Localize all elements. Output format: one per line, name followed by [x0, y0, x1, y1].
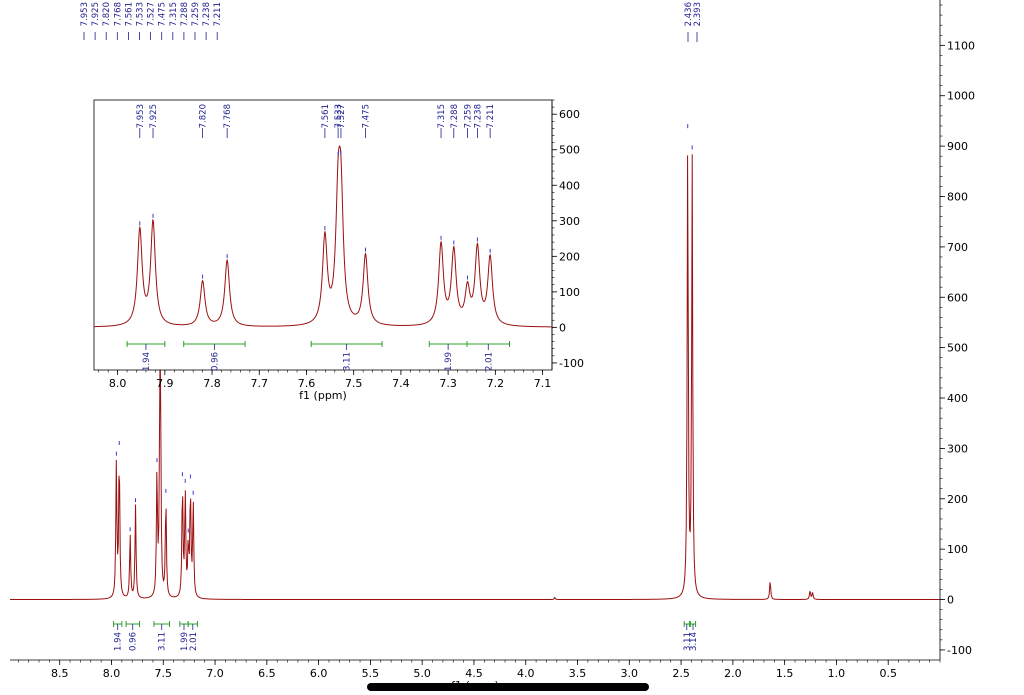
integral-label: 0.96	[129, 632, 139, 651]
x-tick-label: 7.9	[156, 377, 174, 390]
y-tick-label: 200	[559, 250, 580, 263]
x-tick-label: 4.0	[517, 667, 535, 680]
y-tick-label: 1100	[947, 39, 975, 52]
spectrum-trace	[10, 154, 940, 601]
x-tick-label: 1.0	[828, 667, 846, 680]
y-tick-label: 400	[947, 392, 968, 405]
x-tick-label: 7.3	[439, 377, 457, 390]
y-tick-label: 300	[947, 442, 968, 455]
peak-label: 7.533	[136, 2, 146, 26]
peak-label: 7.820	[102, 2, 112, 26]
x-tick-label: 8.0	[103, 667, 121, 680]
y-tick-label: -100	[947, 644, 972, 657]
x-tick-label: 8.5	[51, 667, 69, 680]
integral-label: 2.01	[189, 632, 199, 651]
inset-peak-label: 7.288	[450, 104, 460, 128]
x-tick-label: 3.0	[621, 667, 639, 680]
y-tick-label: 1000	[947, 90, 975, 103]
x-tick-label: 7.4	[392, 377, 410, 390]
x-tick-label: 7.0	[206, 667, 224, 680]
peak-label: 2.393	[693, 2, 703, 26]
peak-label: 7.953	[80, 2, 90, 26]
x-tick-label: 7.8	[203, 377, 221, 390]
x-tick-label: 2.5	[672, 667, 690, 680]
peak-label: 7.211	[213, 2, 223, 26]
x-tick-label: 5.5	[362, 667, 380, 680]
x-tick-label: 7.5	[155, 667, 173, 680]
x-tick-label: 0.5	[879, 667, 897, 680]
inset-background	[94, 100, 552, 370]
x-tick-label: 2.0	[724, 667, 742, 680]
peak-label: 7.527	[147, 2, 157, 26]
y-tick-label: 500	[947, 342, 968, 355]
x-tick-label: 7.2	[487, 377, 505, 390]
spectrum-trace	[93, 145, 553, 328]
y-tick-label: 400	[559, 179, 580, 192]
y-tick-label: 200	[947, 493, 968, 506]
y-tick-label: 300	[559, 215, 580, 228]
inset-peak-label: 7.527	[337, 104, 347, 128]
integral-label: 3.11	[343, 352, 353, 371]
x-tick-label: 4.5	[465, 667, 483, 680]
inset-peak-label: 7.820	[199, 104, 209, 128]
y-tick-label: -100	[559, 357, 584, 370]
integral-label: 1.99	[444, 352, 454, 371]
inset-peak-label: 7.315	[437, 104, 447, 128]
y-tick-label: 600	[559, 108, 580, 121]
y-tick-label: 0	[559, 321, 566, 334]
integral-label: 1.94	[114, 632, 124, 651]
integral-label: 3.14	[689, 632, 699, 651]
x-tick-label: 1.5	[776, 667, 794, 680]
y-tick-label: 600	[947, 291, 968, 304]
x-tick-label: 7.7	[251, 377, 269, 390]
peak-label: 7.475	[158, 2, 168, 26]
inset-peak-label: 7.925	[149, 104, 159, 128]
inset-peak-label: 7.561	[321, 104, 331, 128]
y-tick-label: 800	[947, 190, 968, 203]
inset-peak-label: 7.259	[463, 104, 473, 128]
integral-label: 2.01	[484, 352, 494, 371]
x-tick-label: 3.5	[569, 667, 587, 680]
peak-label: 7.925	[91, 2, 101, 26]
y-tick-label: 900	[947, 140, 968, 153]
y-tick-label: 0	[947, 594, 954, 607]
horizontal-scrollbar[interactable]	[367, 683, 649, 691]
x-tick-label: 7.5	[345, 377, 363, 390]
x-axis-title: f1 (ppm)	[299, 389, 347, 402]
y-tick-label: 500	[559, 144, 580, 157]
integral-label: 0.96	[210, 352, 220, 371]
inset-peak-label: 7.953	[136, 104, 146, 128]
peak-label: 7.315	[169, 2, 179, 26]
integral-label: 1.99	[180, 632, 190, 651]
peak-label: 7.238	[202, 2, 212, 26]
inset-plot: 8.0 7.9 7.8 7.7 7.6 7.5 7.4 7.3 7.2 7.1 f1 (ppm) -1…	[93, 99, 584, 402]
integral-label: 3.11	[683, 632, 693, 651]
peak-label: 7.288	[180, 2, 190, 26]
peak-label: 2.436	[684, 2, 694, 26]
inset-peak-label: 7.238	[473, 104, 483, 128]
y-tick-label: 100	[559, 286, 580, 299]
peak-label: 7.259	[191, 2, 201, 26]
integral-label: 3.11	[158, 632, 168, 651]
peak-label: 7.768	[113, 2, 123, 26]
inset-peak-label: 7.475	[361, 104, 371, 128]
x-tick-label: 7.1	[534, 377, 552, 390]
inset-peak-label: 7.211	[486, 104, 496, 128]
y-tick-label: 100	[947, 543, 968, 556]
integral-label: 1.94	[142, 352, 152, 371]
inset-peak-label: 7.768	[223, 104, 233, 128]
y-tick-label: 700	[947, 241, 968, 254]
x-tick-label: 7.6	[298, 377, 316, 390]
x-tick-label: 6.0	[310, 667, 328, 680]
peak-label: 7.561	[124, 2, 134, 26]
x-tick-label: 8.0	[109, 377, 127, 390]
x-tick-label: 5.0	[413, 667, 431, 680]
inset-peak-label: 7.533	[334, 104, 344, 128]
x-tick-label: 6.5	[258, 667, 276, 680]
